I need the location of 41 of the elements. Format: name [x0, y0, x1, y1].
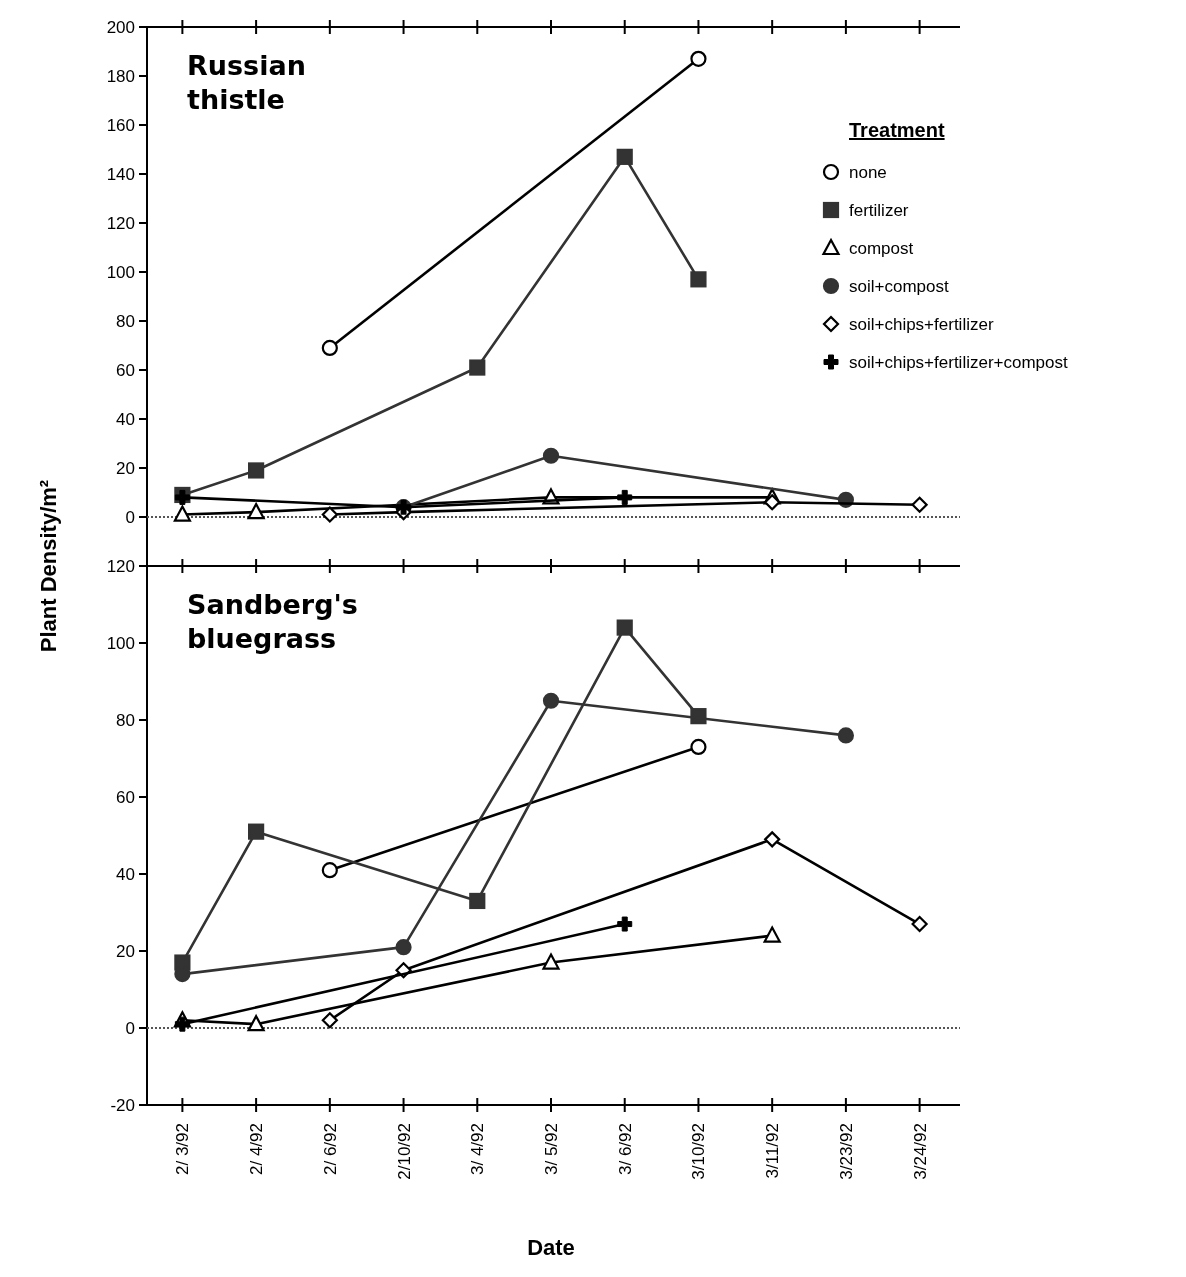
y-tick-label: -20 — [110, 1095, 135, 1115]
x-tick-label: 3/ 6/92 — [615, 1123, 635, 1175]
y-tick-label: 120 — [106, 213, 135, 233]
y-tick-label: 60 — [116, 787, 135, 807]
legend-label: soil+chips+fertilizer+compost — [849, 352, 1069, 372]
x-tick-label: 2/10/92 — [394, 1123, 414, 1180]
legend-label: none — [849, 162, 887, 182]
y-axis-title: Plant Density/m² — [36, 479, 61, 653]
y-tick-label: 200 — [106, 17, 135, 37]
legend-label: soil+chips+fertilizer — [849, 314, 994, 334]
legend-title: Treatment — [849, 119, 945, 141]
y-tick-label: 20 — [116, 458, 135, 478]
y-tick-label: 100 — [106, 633, 135, 653]
y-tick-label: 180 — [106, 66, 135, 86]
y-tick-label: 100 — [106, 262, 135, 282]
x-axis-title: Date — [527, 1235, 575, 1260]
y-tick-label: 0 — [125, 1018, 135, 1038]
y-tick-label: 60 — [116, 360, 135, 380]
legend-label: compost — [849, 238, 914, 258]
y-tick-label: 40 — [116, 864, 135, 884]
x-tick-label: 3/11/92 — [763, 1123, 783, 1179]
y-tick-label: 20 — [116, 941, 135, 961]
x-tick-label: 3/ 5/92 — [542, 1123, 561, 1175]
y-tick-label: 0 — [125, 507, 135, 527]
y-tick-label: 80 — [116, 311, 135, 331]
x-tick-label: 3/ 4/92 — [468, 1123, 488, 1175]
y-tick-label: 160 — [106, 115, 135, 135]
x-tick-label: 3/23/92 — [836, 1123, 856, 1180]
legend-label: soil+compost — [849, 276, 949, 296]
y-tick-label: 40 — [116, 409, 135, 429]
x-tick-label: 3/10/92 — [689, 1123, 709, 1180]
y-tick-label: 120 — [106, 556, 135, 576]
x-tick-label: 2/ 6/92 — [320, 1123, 340, 1175]
legend-label: fertilizer — [849, 200, 909, 220]
text: Russian thistle — [187, 50, 306, 115]
y-tick-label: 140 — [106, 164, 135, 184]
y-tick-label: 80 — [116, 710, 135, 730]
text: Sandberg's bluegrass — [187, 589, 358, 654]
x-tick-label: 3/24/92 — [910, 1123, 930, 1180]
x-tick-label: 2/ 4/92 — [247, 1123, 267, 1175]
x-tick-label: 2/ 3/92 — [173, 1123, 193, 1175]
